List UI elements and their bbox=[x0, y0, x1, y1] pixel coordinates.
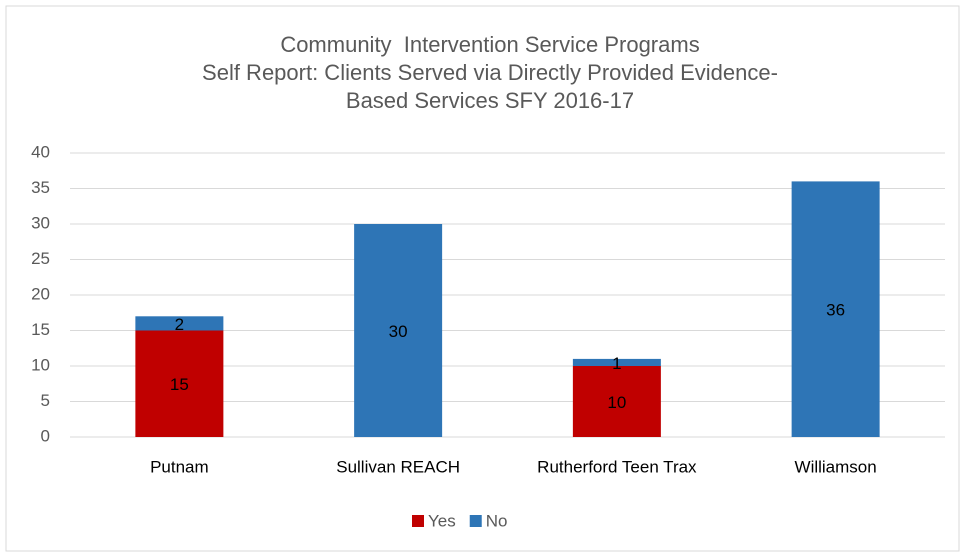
chart-title: Based Services SFY 2016-17 bbox=[346, 88, 634, 113]
data-label: 10 bbox=[607, 393, 626, 412]
bar-segment bbox=[135, 316, 224, 331]
y-tick-label: 30 bbox=[31, 213, 50, 232]
y-tick-label: 35 bbox=[31, 178, 50, 197]
y-tick-label: 40 bbox=[31, 142, 50, 161]
data-label: 2 bbox=[175, 315, 184, 334]
chart-title: Self Report: Clients Served via Directly… bbox=[202, 60, 778, 85]
y-tick-label: 0 bbox=[41, 426, 50, 445]
y-tick-label: 10 bbox=[31, 355, 50, 374]
bar-segment bbox=[572, 366, 661, 437]
chart-title: Community Intervention Service Programs bbox=[280, 32, 699, 57]
data-label: 30 bbox=[389, 322, 408, 341]
y-tick-label: 15 bbox=[31, 320, 50, 339]
bar-segment bbox=[354, 224, 443, 437]
legend-swatch bbox=[412, 515, 424, 527]
legend-swatch bbox=[469, 515, 482, 527]
bar-segment bbox=[572, 358, 661, 366]
x-tick-label: Williamson bbox=[795, 457, 877, 476]
data-label: 36 bbox=[826, 301, 845, 320]
x-tick-label: Sullivan REACH bbox=[336, 457, 460, 476]
legend-label: Yes bbox=[428, 511, 456, 530]
bar-segment bbox=[791, 181, 880, 437]
y-tick-label: 25 bbox=[31, 249, 50, 268]
data-label: 15 bbox=[170, 375, 189, 394]
x-tick-label: Rutherford Teen Trax bbox=[537, 457, 697, 476]
y-tick-label: 5 bbox=[41, 391, 50, 410]
data-label: 1 bbox=[612, 354, 621, 373]
y-tick-label: 20 bbox=[31, 284, 50, 303]
bar-segment bbox=[135, 330, 224, 437]
x-tick-label: Putnam bbox=[150, 457, 209, 476]
legend-label: No bbox=[486, 511, 508, 530]
